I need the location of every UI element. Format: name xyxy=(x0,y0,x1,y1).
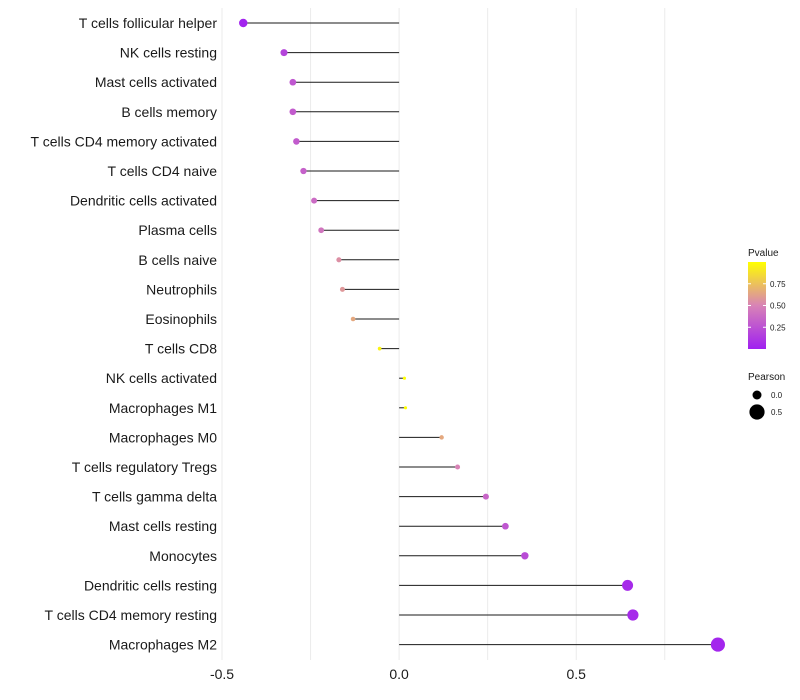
lollipop-point xyxy=(455,464,461,470)
lollipop-point xyxy=(622,579,634,591)
category-label: B cells naive xyxy=(138,252,217,268)
pearson-legend: Pearson 0.0 0.5 xyxy=(748,372,785,420)
category-label: Neutrophils xyxy=(146,281,217,297)
category-label: T cells CD4 naive xyxy=(108,163,218,179)
category-label: T cells CD8 xyxy=(145,341,217,357)
lollipop-point xyxy=(482,493,489,500)
lollipop-point xyxy=(280,49,288,57)
category-label: Monocytes xyxy=(149,548,217,564)
x-axis-ticks: -0.5 0.0 0.5 xyxy=(210,666,586,682)
size-legend-label: 0.0 xyxy=(771,391,783,400)
grid-layer xyxy=(221,8,666,660)
lollipop-point xyxy=(403,406,408,410)
lollipop-point xyxy=(350,316,356,322)
lollipop-point xyxy=(300,167,307,175)
lollipop-point xyxy=(239,18,248,28)
lollipop-point xyxy=(521,552,529,560)
lollipop-point xyxy=(289,78,297,86)
category-label: Eosinophils xyxy=(145,311,217,327)
category-label: Dendritic cells activated xyxy=(70,193,217,209)
lollipop-point xyxy=(336,257,342,263)
lollipop-point xyxy=(627,609,639,621)
x-tick-label: 0.5 xyxy=(566,666,586,682)
x-tick-label: -0.5 xyxy=(210,666,234,682)
category-labels: T cells follicular helper NK cells restin… xyxy=(31,15,218,653)
lollipop-point xyxy=(710,637,725,652)
x-tick-label: 0.0 xyxy=(389,666,409,682)
category-label: NK cells activated xyxy=(106,370,217,386)
stem-layer xyxy=(243,22,718,646)
category-label: Macrophages M2 xyxy=(109,637,217,653)
category-label: NK cells resting xyxy=(120,45,217,61)
size-legend-key xyxy=(752,390,762,400)
lollipop-point xyxy=(318,227,325,234)
category-label: B cells memory xyxy=(121,104,217,120)
lollipop-point xyxy=(293,138,300,145)
category-label: Plasma cells xyxy=(138,222,217,238)
category-label: T cells CD4 memory activated xyxy=(31,133,217,149)
category-label: T cells gamma delta xyxy=(92,489,217,505)
category-label: Mast cells activated xyxy=(95,74,217,90)
category-label: T cells CD4 memory resting xyxy=(45,607,217,623)
pvalue-legend-title: Pvalue xyxy=(748,248,779,259)
lollipop-point xyxy=(377,346,382,351)
lollipop-point xyxy=(289,108,297,116)
pvalue-legend: Pvalue 0.25 0.50 0.75 xyxy=(748,248,786,349)
pvalue-colorbar xyxy=(748,262,766,349)
point-layer xyxy=(239,18,725,652)
lollipop-point xyxy=(402,376,407,380)
category-label: T cells follicular helper xyxy=(79,15,218,31)
size-legend-label: 0.5 xyxy=(771,408,783,417)
colorbar-tick-label: 0.75 xyxy=(770,280,786,289)
lollipop-point xyxy=(339,286,345,292)
category-label: Dendritic cells resting xyxy=(84,577,217,593)
colorbar-tick-label: 0.25 xyxy=(770,323,786,332)
colorbar-tick-label: 0.50 xyxy=(770,302,786,311)
category-label: Macrophages M1 xyxy=(109,400,217,416)
lollipop-point xyxy=(502,522,509,530)
size-legend-key xyxy=(749,404,765,420)
category-label: T cells regulatory Tregs xyxy=(72,459,217,475)
lollipop-point xyxy=(311,197,318,204)
category-label: Macrophages M0 xyxy=(109,429,217,445)
pearson-legend-title: Pearson xyxy=(748,372,785,383)
category-label: Mast cells resting xyxy=(109,518,217,534)
lollipop-point xyxy=(439,435,444,440)
